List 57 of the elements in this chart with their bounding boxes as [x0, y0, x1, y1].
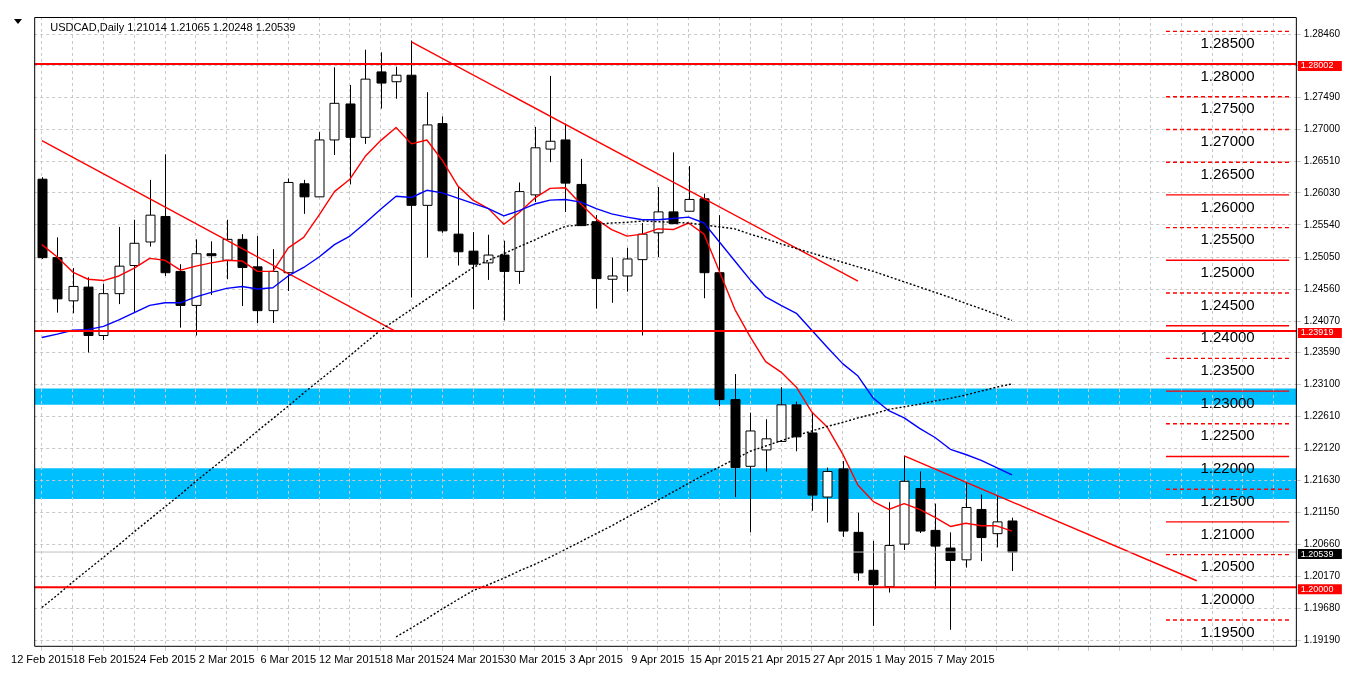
y-tick-label: 1.27000	[1303, 123, 1341, 135]
y-tick-label: 1.24560	[1303, 282, 1341, 294]
annotation: 1.28500	[1200, 34, 1255, 52]
annotation: 1.26500	[1200, 164, 1255, 182]
annotation: 1.20000	[1200, 589, 1255, 607]
annotation: 1.19500	[1200, 622, 1255, 640]
y-tick-label: 1.28460	[1303, 27, 1341, 39]
annotation: 1.26000	[1200, 197, 1255, 215]
y-tick-label: 1.25050	[1303, 250, 1341, 262]
ref-line-label: 1.28002	[1300, 60, 1334, 71]
annotation: 1.28000	[1200, 66, 1255, 84]
x-tick-label: 12 Mar 2015	[318, 653, 381, 666]
ref-line-label: 1.20000	[1300, 583, 1334, 594]
x-tick-label: 3 Apr 2015	[569, 653, 623, 666]
y-tick-label: 1.26510	[1303, 155, 1341, 167]
x-tick-label: 24 Mar 2015	[442, 653, 504, 666]
annotation: 1.24000	[1200, 328, 1255, 346]
y-tick-label: 1.26030	[1303, 186, 1341, 198]
x-tick-label: 18 Feb 2015	[72, 653, 135, 666]
x-tick-label: 30 Mar 2015	[503, 653, 566, 666]
annotation: 1.27500	[1200, 99, 1255, 117]
x-tick-label: 7 May 2015	[937, 653, 995, 666]
y-tick-label: 1.20660	[1303, 537, 1341, 549]
x-tick-label: 9 Apr 2015	[631, 653, 685, 666]
x-tick-label: 6 Mar 2015	[260, 653, 317, 666]
x-tick-label: 1 May 2015	[875, 653, 933, 666]
x-tick-label: 24 Feb 2015	[134, 653, 196, 666]
x-tick-label: 27 Apr 2015	[812, 653, 873, 666]
y-tick-label: 1.23590	[1303, 346, 1341, 358]
ref-line-label: 1.20539	[1300, 548, 1334, 559]
annotation: 1.22500	[1200, 426, 1255, 444]
chart-title: USDCAD,Daily 1.21014 1.21065 1.20248 1.20539	[50, 20, 296, 33]
annotation: 1.21000	[1200, 524, 1255, 542]
annotation: 1.23500	[1200, 361, 1255, 379]
x-tick-label: 18 Mar 2015	[380, 653, 443, 666]
annotation: 1.24500	[1200, 295, 1255, 313]
y-tick-label: 1.21630	[1303, 474, 1341, 486]
annotation: 1.27000	[1200, 132, 1255, 150]
y-tick-label: 1.27490	[1303, 91, 1341, 103]
y-tick-label: 1.25540	[1303, 218, 1341, 230]
y-tick-label: 1.23100	[1303, 378, 1341, 390]
annotation: 1.20500	[1200, 557, 1255, 575]
y-tick-label: 1.19680	[1303, 601, 1341, 613]
annotation: 1.25500	[1200, 230, 1255, 248]
y-tick-label: 1.22120	[1303, 442, 1341, 454]
x-tick-label: 12 Feb 2015	[11, 653, 73, 666]
y-tick-label: 1.22610	[1303, 410, 1341, 422]
annotation: 1.25000	[1200, 262, 1255, 280]
x-tick-label: 15 Apr 2015	[689, 653, 750, 666]
ref-line-label: 1.23919	[1300, 327, 1334, 338]
y-tick-label: 1.20170	[1303, 569, 1341, 581]
y-tick-label: 1.21150	[1303, 505, 1340, 517]
y-tick-label: 1.24070	[1303, 314, 1341, 326]
line-series	[395, 383, 1013, 638]
x-tick-label: 21 Apr 2015	[751, 653, 811, 666]
y-tick-label: 1.19190	[1303, 634, 1341, 646]
x-tick-label: 2 Mar 2015	[198, 653, 255, 666]
